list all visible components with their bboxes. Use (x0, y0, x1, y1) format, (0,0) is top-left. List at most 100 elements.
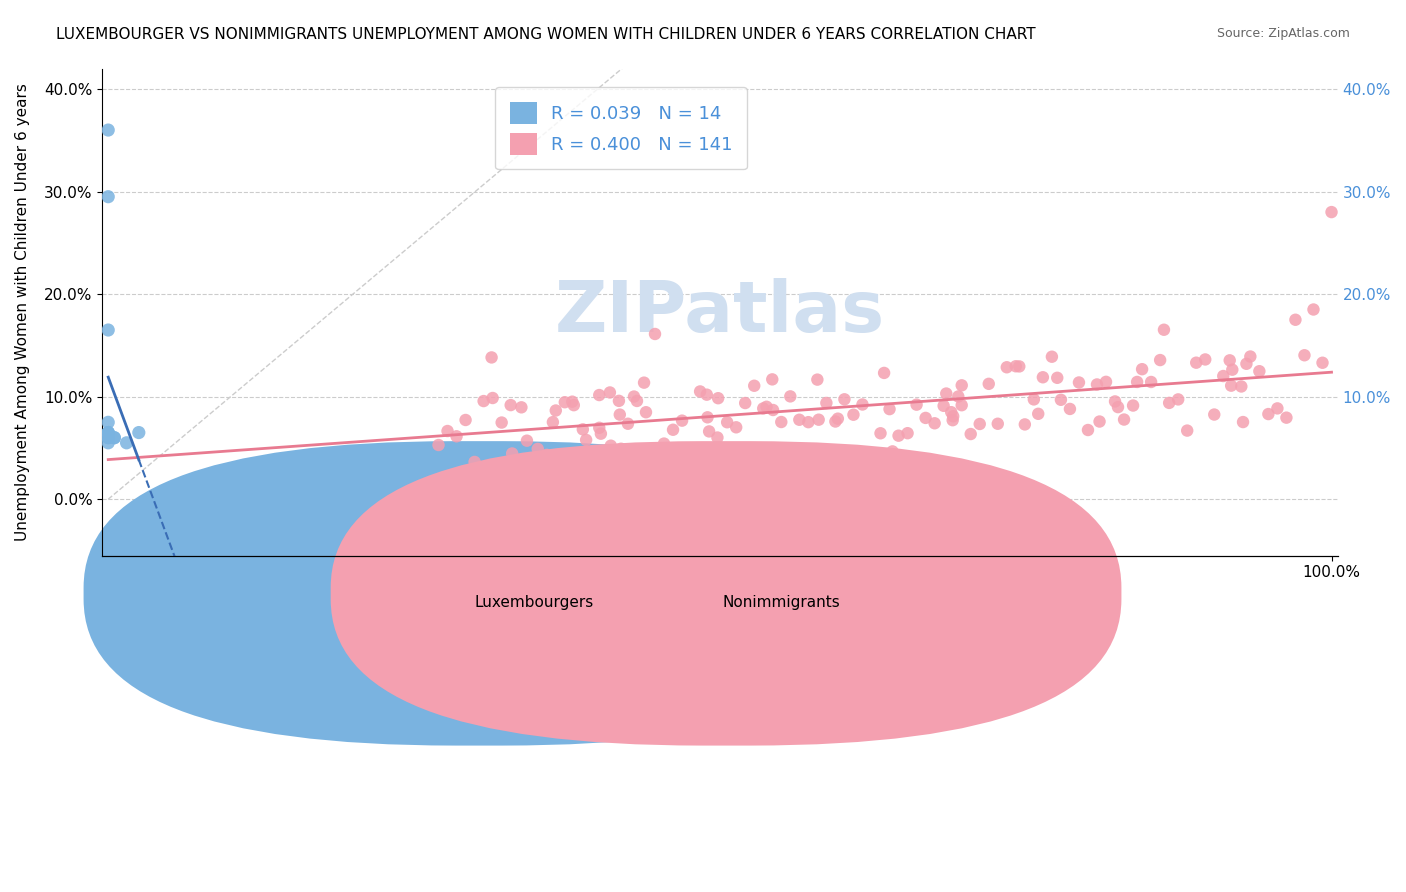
Point (1275, 410, 1298, 425)
Point (869, 426, 891, 441)
Point (588, 388, 610, 402)
Point (762, 403, 785, 417)
Point (1194, 352, 1216, 367)
Point (706, 449, 728, 463)
Point (589, 426, 612, 441)
Point (491, 416, 513, 430)
Point (634, 405, 657, 419)
Point (806, 373, 828, 387)
Point (1220, 362, 1243, 376)
Point (1059, 401, 1081, 416)
Point (97, 431, 120, 445)
Point (103, 431, 125, 445)
Point (588, 421, 610, 435)
Point (1232, 415, 1254, 429)
Point (755, 400, 778, 414)
Point (501, 446, 523, 460)
Point (633, 376, 655, 390)
Point (1204, 408, 1226, 422)
FancyBboxPatch shape (83, 442, 875, 746)
Point (941, 405, 963, 419)
Point (1212, 369, 1234, 384)
Point (834, 392, 856, 407)
Point (1294, 348, 1316, 362)
Point (103, 431, 125, 445)
Point (1219, 353, 1241, 368)
Point (1284, 312, 1306, 326)
Point (1185, 356, 1208, 370)
Point (815, 396, 838, 410)
Point (942, 409, 965, 424)
Point (97, 435, 120, 450)
Point (716, 415, 738, 429)
Point (707, 391, 730, 405)
Point (752, 401, 775, 416)
Text: Nonimmigrants: Nonimmigrants (723, 595, 841, 609)
Point (128, 425, 150, 440)
Point (97, 323, 120, 337)
Point (609, 408, 631, 422)
Point (623, 390, 645, 404)
Point (572, 422, 595, 436)
Point (969, 417, 991, 431)
Point (1095, 375, 1118, 389)
Point (1249, 364, 1271, 378)
Point (932, 399, 955, 413)
Point (617, 417, 640, 431)
Point (1022, 392, 1045, 407)
Point (1267, 401, 1289, 416)
Point (824, 415, 846, 429)
Point (1014, 417, 1036, 432)
Point (1302, 302, 1324, 317)
Point (526, 442, 548, 456)
Point (1175, 424, 1198, 438)
Point (499, 398, 522, 412)
Point (1140, 375, 1163, 389)
Point (1149, 353, 1171, 368)
Point (1112, 412, 1135, 426)
Point (1130, 362, 1153, 376)
Point (554, 395, 576, 409)
Point (536, 448, 558, 462)
Point (887, 428, 910, 442)
Point (599, 439, 621, 453)
Point (626, 393, 648, 408)
Point (472, 394, 495, 409)
Point (97, 431, 120, 445)
Point (1220, 378, 1243, 392)
Point (742, 378, 765, 392)
Point (924, 417, 946, 431)
Point (1312, 356, 1334, 370)
Point (481, 351, 503, 365)
Point (950, 378, 973, 392)
Point (827, 411, 849, 425)
Point (562, 398, 585, 412)
Point (789, 413, 811, 427)
Point (671, 414, 693, 428)
Point (696, 387, 718, 401)
Text: Source: ZipAtlas.com: Source: ZipAtlas.com (1216, 27, 1350, 40)
Point (1167, 392, 1189, 407)
Point (436, 424, 458, 438)
Text: Luxembourgers: Luxembourgers (475, 595, 595, 609)
Point (446, 429, 468, 443)
Point (814, 473, 837, 487)
Point (1026, 407, 1049, 421)
Point (987, 417, 1010, 431)
Point (510, 401, 533, 415)
Point (1040, 350, 1063, 364)
Point (1236, 357, 1258, 371)
Point (97, 425, 120, 440)
Y-axis label: Unemployment Among Women with Children Under 6 years: Unemployment Among Women with Children U… (15, 83, 30, 541)
Point (97, 123, 120, 137)
Point (995, 360, 1018, 375)
Point (725, 420, 748, 434)
Point (561, 394, 583, 409)
Point (761, 372, 783, 386)
Point (97, 425, 120, 440)
Point (879, 402, 901, 417)
Point (644, 326, 666, 341)
Point (427, 438, 450, 452)
Point (948, 389, 970, 403)
Point (464, 455, 486, 469)
